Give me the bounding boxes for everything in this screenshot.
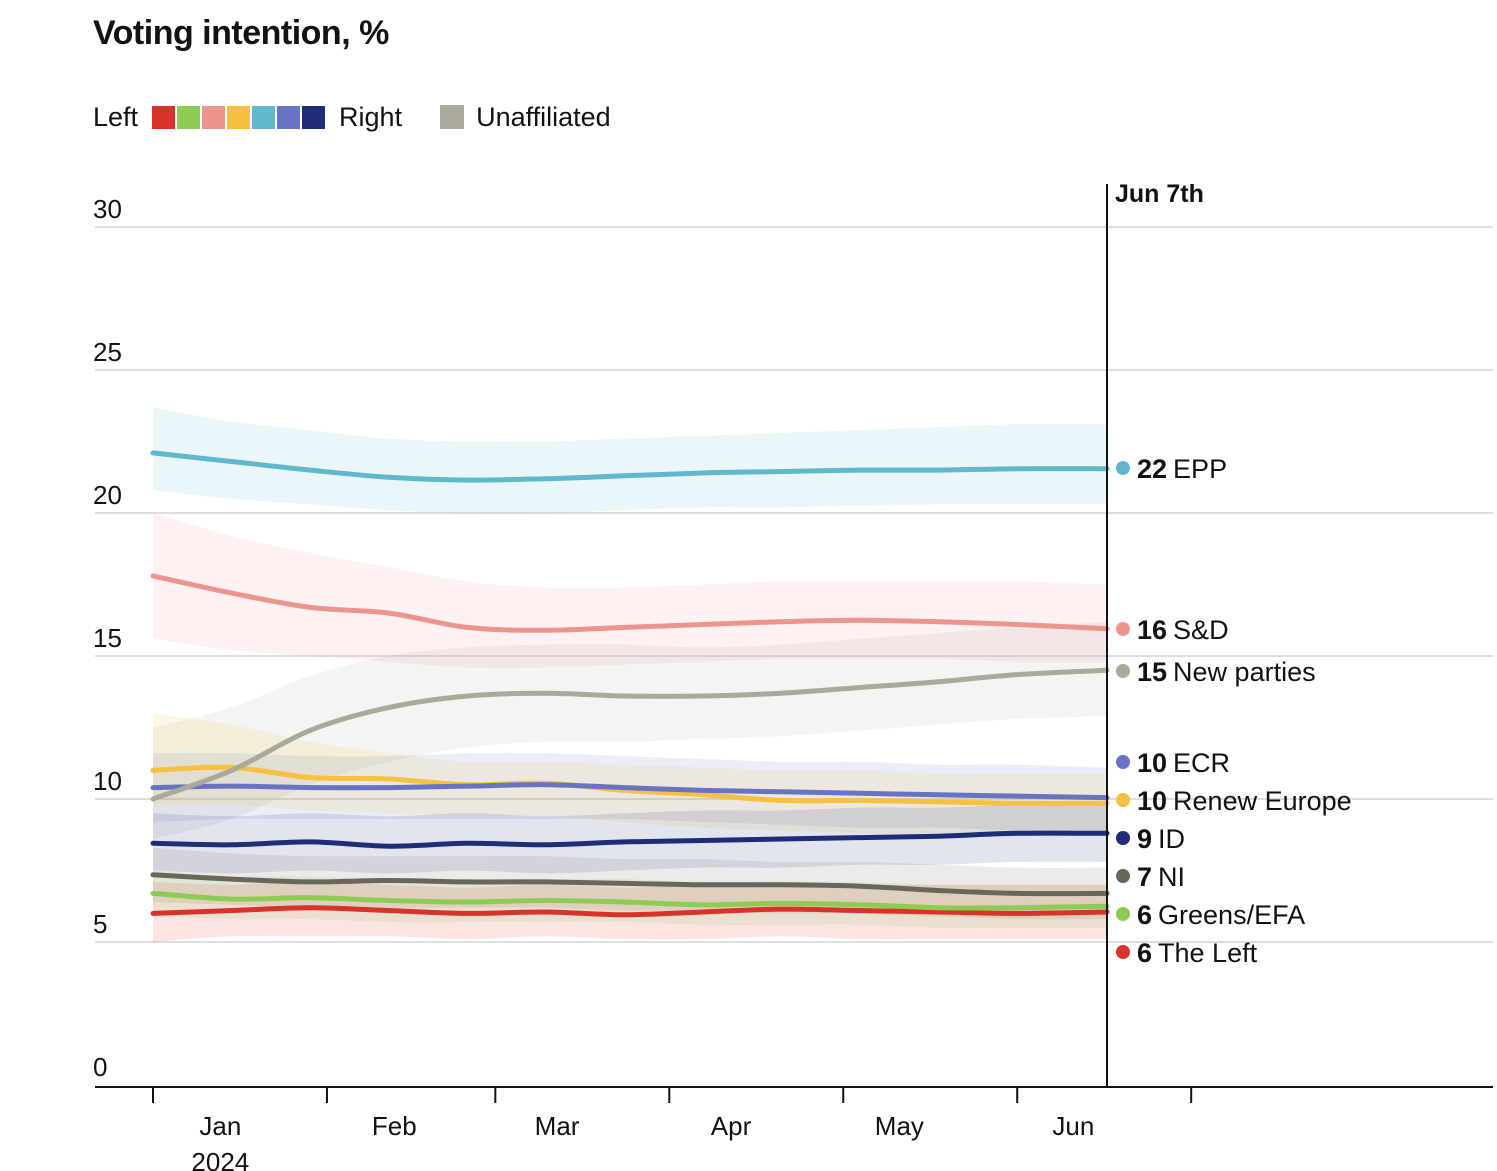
legend-swatch-6 [302,105,326,129]
end-label-value: 16 [1137,615,1167,645]
band-renew-europe [153,713,1107,837]
end-dot [1116,869,1130,883]
end-label-value: 22 [1137,454,1167,484]
x-tick-label: Apr [711,1111,752,1141]
x-tick-label: Jan [199,1111,241,1141]
cutoff-label: Jun 7th [1115,180,1204,208]
line-ecr [150,782,1110,801]
y-tick-label: 15 [93,623,122,653]
y-tick-label: 0 [93,1052,107,1082]
legend-left-label: Left [93,101,139,132]
end-label-name: Greens/EFA [1158,900,1305,930]
end-label-name: ECR [1173,748,1230,778]
x-tick-label: Mar [535,1111,580,1141]
band-the-left [153,881,1107,942]
band-new-parties [153,621,1107,839]
y-tick-label: 5 [93,909,107,939]
end-label-value: 6 [1137,900,1152,930]
x-tick-label: Jun [1052,1111,1094,1141]
y-tick-label: 20 [93,480,122,510]
end-label: 9 ID [1137,824,1185,854]
end-label-value: 10 [1137,786,1167,816]
series-lines [150,450,1110,918]
end-label-name: NI [1158,862,1185,892]
end-label-value: 6 [1137,938,1152,968]
line-renew-europe [150,764,1110,806]
end-label: 10 ECR [1137,748,1230,778]
gridlines: 0 5 10 15 20 25 30 [93,194,1493,1082]
end-label-name: S&D [1173,615,1229,645]
end-label: 6 The Left [1137,938,1258,968]
line-s-d [150,573,1110,633]
end-label-name: EPP [1173,454,1227,484]
band-s-d [153,513,1107,668]
end-dot [1116,664,1130,678]
x-year-label: 2024 [191,1147,249,1171]
end-label-value: 10 [1137,748,1167,778]
legend-swatch-4 [252,105,276,129]
end-label-name: Renew Europe [1173,786,1352,816]
end-label: 10 Renew Europe [1137,786,1352,816]
end-label-name: ID [1158,824,1185,854]
end-dot [1116,831,1130,845]
line-greens-efa [150,890,1110,911]
legend-swatch-2 [202,105,226,129]
x-axis: Jan 2024 Feb Mar Apr May Jun Jun 7th [95,180,1493,1171]
end-dot [1116,907,1130,921]
end-dot [1116,755,1130,769]
band-epp [153,407,1107,514]
color-legend: Left Right Unaffiliated [93,100,611,134]
line-new-parties [150,667,1110,802]
chart-title: Voting intention, % [93,14,389,52]
y-tick-label: 10 [93,766,122,796]
end-label: 22 EPP [1137,454,1227,484]
legend-color-scale [152,105,327,129]
end-dot [1116,622,1130,636]
legend-right-label: Right [339,101,403,132]
band-id [153,804,1107,874]
end-label: 6 Greens/EFA [1137,900,1305,930]
legend-unaffiliated-label: Unaffiliated [476,101,611,132]
line-ni [150,872,1110,897]
legend-swatch-1 [177,105,201,129]
line-id [150,830,1110,849]
x-tick-label: May [875,1111,924,1141]
end-label: 7 NI [1137,862,1185,892]
end-label-value: 9 [1137,824,1152,854]
end-label-value: 15 [1137,657,1167,687]
end-label: 15 New parties [1137,657,1316,687]
confidence-bands [153,407,1107,942]
y-tick-label: 30 [93,194,122,224]
legend-swatch-5 [277,105,301,129]
x-tick-label: Feb [372,1111,417,1141]
y-tick-label: 25 [93,337,122,367]
end-dot [1116,945,1130,959]
legend-unaffiliated-swatch [440,105,465,129]
legend-swatch-3 [227,105,251,129]
end-label-name: New parties [1173,657,1316,687]
line-epp [150,450,1110,483]
end-dot [1116,793,1130,807]
end-dot [1116,461,1130,475]
end-label: 16 S&D [1137,615,1229,645]
line-the-left [150,905,1110,918]
end-label-name: The Left [1158,938,1258,968]
end-label-value: 7 [1137,862,1152,892]
legend-swatch-0 [152,105,176,129]
